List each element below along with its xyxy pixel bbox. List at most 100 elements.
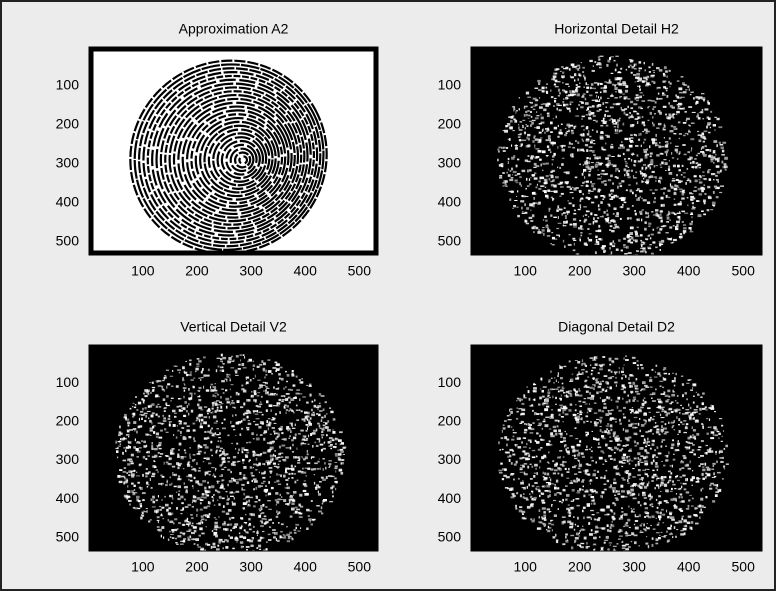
speckle [575,367,578,369]
speckle [669,70,671,72]
speckle [127,422,130,425]
speckle [553,430,557,433]
speckle [538,404,541,406]
speckle [329,437,333,439]
speckle [264,489,265,492]
speckle [688,131,691,133]
speckle [630,489,634,492]
speckle [341,472,344,475]
speckle [504,436,507,439]
speckle [665,162,668,165]
speckle [253,488,255,490]
speckle [280,426,283,428]
speckle [553,153,555,156]
speckle [278,474,282,475]
speckle [524,114,526,117]
speckle [291,410,293,412]
speckle [565,534,568,536]
speckle [134,485,136,487]
speckle [538,141,542,143]
speckle [606,214,608,216]
speckle [203,515,206,517]
speckle [177,535,181,537]
speckle [242,450,243,452]
speckle [594,549,595,551]
speckle [616,212,619,215]
speckle [338,457,341,459]
speckle [522,457,524,459]
speckle [266,400,269,403]
speckle [651,515,654,518]
speckle [283,499,286,502]
speckle [702,467,704,468]
speckle [699,140,702,143]
speckle [527,137,528,140]
speckle [570,188,573,190]
speckle [715,154,716,156]
speckle [253,531,255,532]
speckle [306,402,309,404]
speckle [255,501,258,503]
speckle [653,229,655,231]
speckle [701,509,702,512]
speckle [539,397,542,400]
speckle [548,490,550,492]
speckle [275,413,277,415]
speckle [670,498,673,501]
speckle [598,156,601,159]
speckle [156,499,158,501]
speckle [652,116,654,118]
speckle [304,472,307,474]
speckle [682,221,684,223]
speckle [216,434,219,435]
speckle [627,236,629,238]
speckle [604,430,607,433]
speckle [285,371,287,373]
speckle [146,482,148,485]
speckle [281,378,284,381]
speckle [152,412,155,414]
speckle [260,537,264,538]
speckle [520,472,523,473]
speckle [627,460,628,463]
speckle [572,204,574,207]
speckle [583,164,584,166]
speckle [243,462,244,464]
speckle [501,437,504,439]
speckle [622,374,625,375]
speckle [277,457,279,458]
speckle [672,484,675,486]
speckle [159,448,162,449]
speckle [156,433,159,436]
speckle [289,436,291,437]
speckle [657,425,659,427]
speckle [148,405,150,408]
speckle [686,491,690,493]
speckle [221,380,225,382]
speckle [557,108,559,111]
speckle [571,77,574,78]
speckle [582,456,585,458]
speckle [704,108,708,110]
speckle [596,419,599,420]
speckle [303,435,307,437]
speckle [545,87,547,89]
speckle [720,144,724,146]
speckle [343,454,345,455]
speckle [623,367,624,370]
speckle [627,456,630,458]
speckle [621,448,623,450]
speckle [553,73,557,75]
speckle [558,409,561,412]
speckle [254,480,258,483]
speckle [169,531,170,533]
speckle [534,172,536,174]
y-tick-label: 500 [56,232,80,248]
speckle [250,379,252,382]
speckle [702,393,705,395]
speckle [634,423,637,425]
speckle [243,418,246,420]
speckle [129,504,131,506]
speckle [511,145,512,147]
speckle [604,85,607,88]
